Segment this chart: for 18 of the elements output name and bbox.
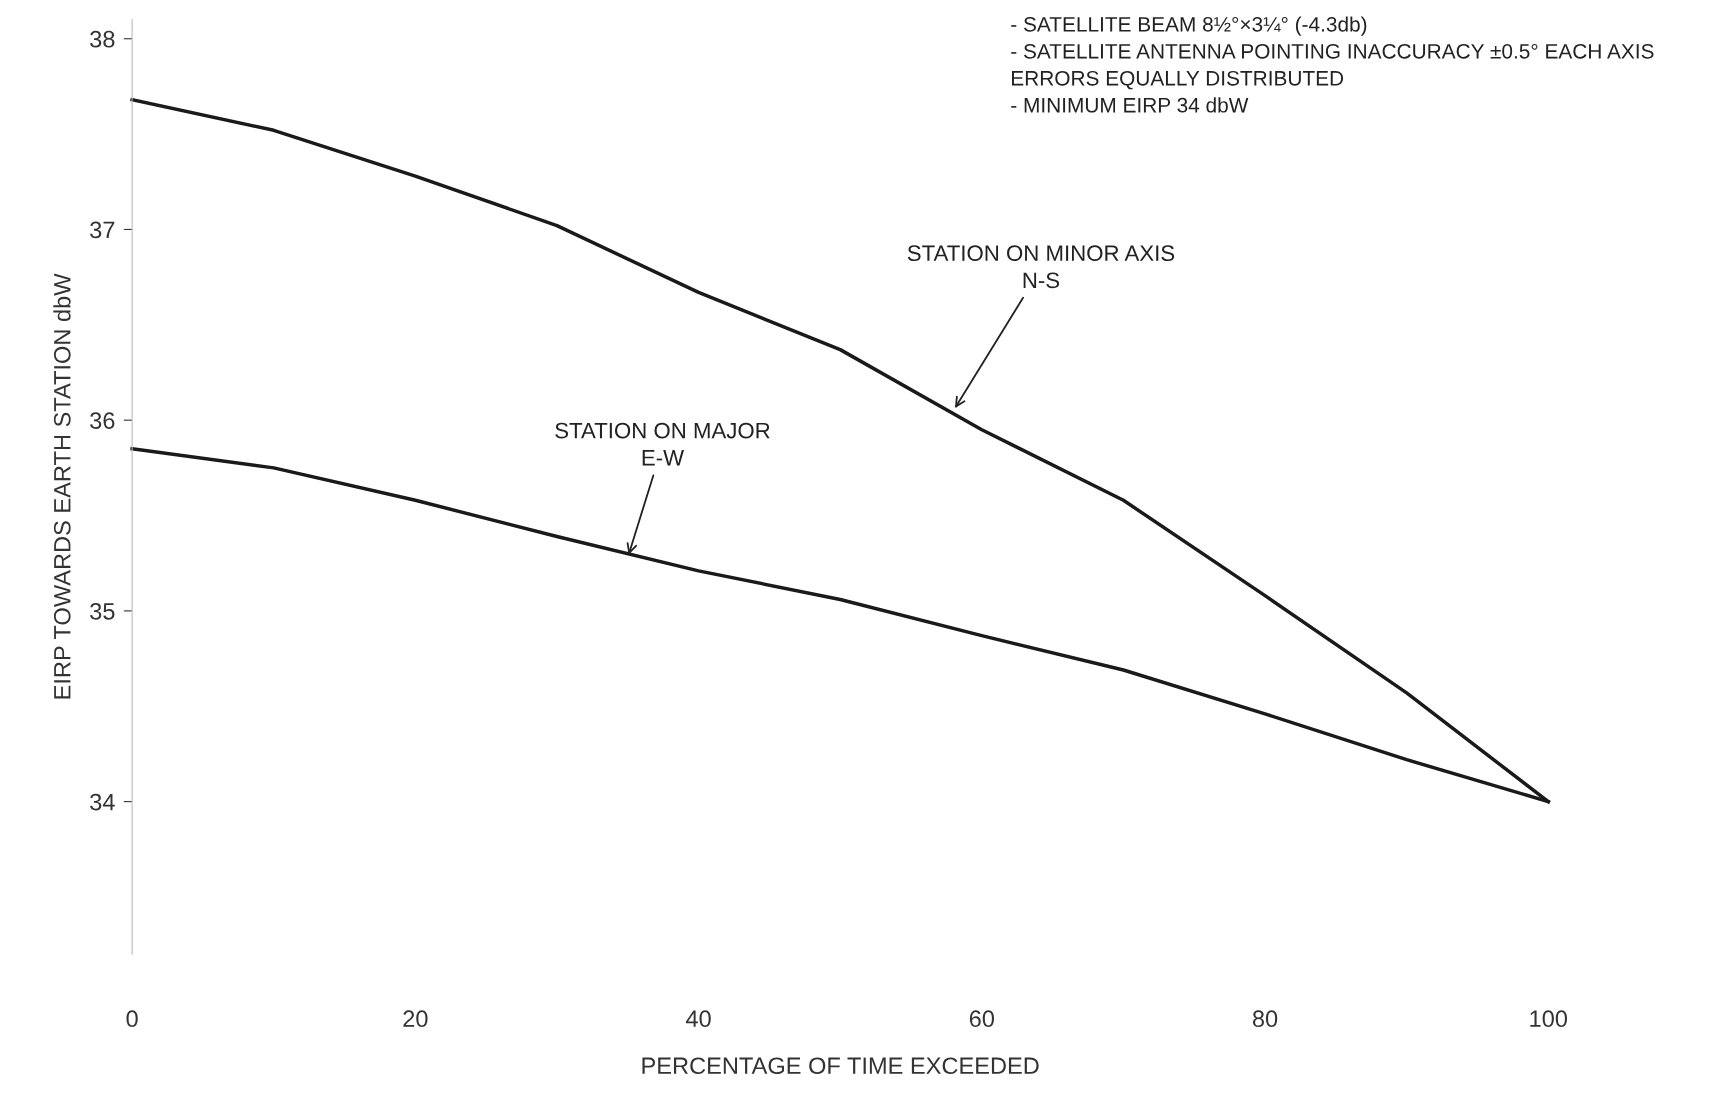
x-tick-label: 60 [969, 1010, 995, 1028]
y-tick-label: 38 [90, 30, 115, 48]
x-axis-title: PERCENTAGE OF TIME EXCEEDED [642, 1057, 1039, 1075]
x-tick-label: 40 [685, 1010, 711, 1028]
y-tick-label: 34 [90, 793, 115, 811]
annotation: - SATELLITE BEAM 8½°×3¼° (-4.3db) [1011, 16, 1367, 36]
annotation: - SATELLITE ANTENNA POINTING INACCURACY ±0.5° EACH AXIS ERRORS EQUALLY DISTRIBUTED [1011, 43, 1654, 90]
x-tick-label: 100 [1530, 1010, 1568, 1028]
annotation: - MINIMUM EIRP 34 dbW [1011, 97, 1249, 113]
annotation: STATION ON MINOR AXIS N-S [907, 245, 1175, 289]
x-tick-label: 80 [1252, 1010, 1278, 1028]
y-tick-label: 37 [90, 221, 115, 239]
y-axis-title: EIRP TOWARDS EARTH STATION dbW [53, 273, 71, 699]
x-tick-label: 20 [403, 1010, 428, 1028]
y-tick-label: 36 [90, 412, 115, 429]
x-tick-label: 0 [126, 1010, 138, 1028]
annotation: STATION ON MAJOR E-W [555, 422, 770, 466]
y-tick-label: 35 [90, 602, 115, 620]
